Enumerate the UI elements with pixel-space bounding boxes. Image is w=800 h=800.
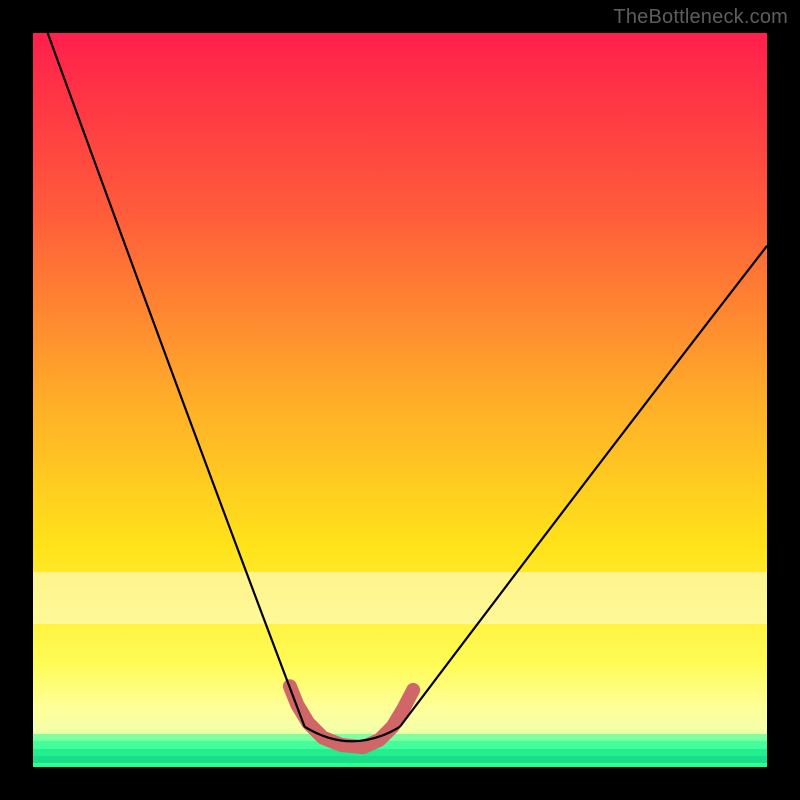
v-curve-left xyxy=(48,33,305,727)
curve-svg xyxy=(33,33,767,767)
watermark-text: TheBottleneck.com xyxy=(613,6,788,29)
v-curve-right xyxy=(400,246,767,727)
plot-area xyxy=(33,33,767,767)
highlight-path xyxy=(290,686,413,747)
